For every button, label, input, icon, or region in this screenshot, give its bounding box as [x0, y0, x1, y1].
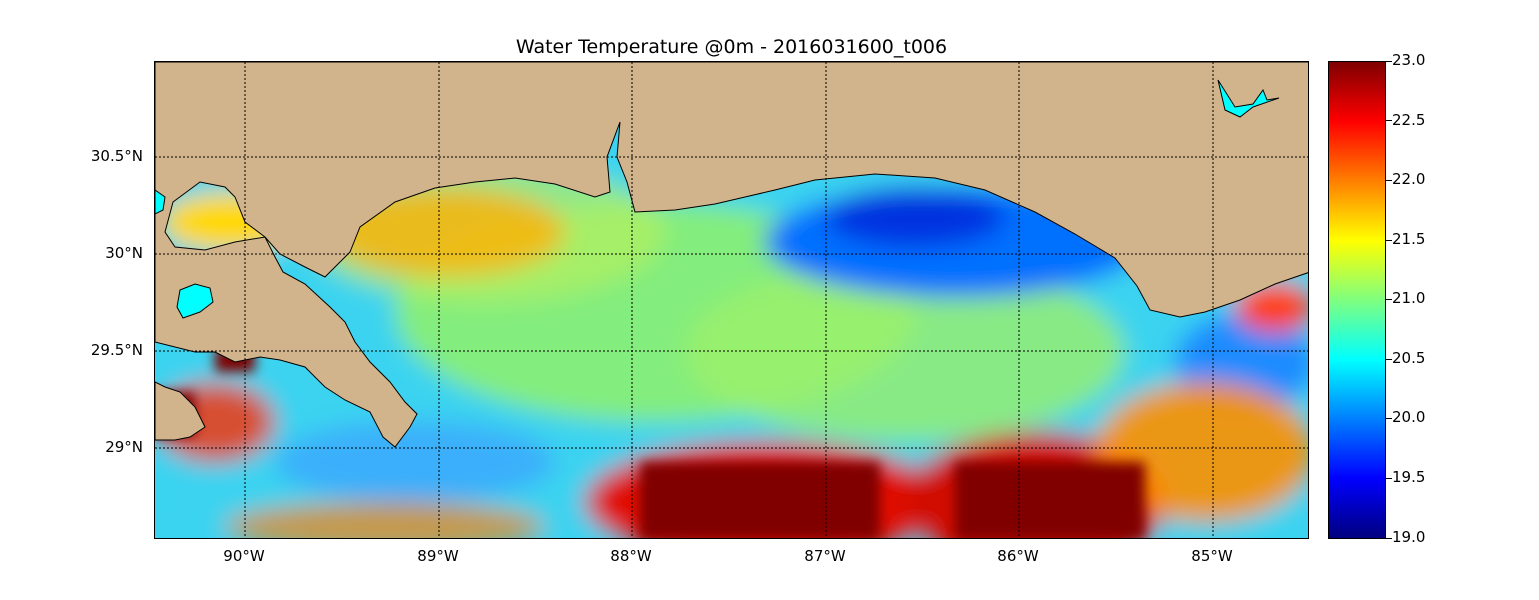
x-tick-label: 86°W: [997, 547, 1039, 565]
y-tick-label: 29°N: [105, 438, 143, 456]
temperature-map: [155, 62, 1308, 538]
colorbar-tick: [1386, 61, 1392, 62]
map-plot-area[interactable]: [154, 61, 1309, 539]
colorbar-label: 23.0: [1392, 51, 1426, 69]
colorbar-label: 22.5: [1392, 111, 1426, 129]
graticule: [155, 62, 1308, 538]
colorbar: [1328, 61, 1386, 539]
colorbar-tick: [1386, 418, 1392, 419]
colorbar-label: 20.5: [1392, 349, 1426, 367]
x-tick-label: 89°W: [417, 547, 459, 565]
y-tick-label: 30.5°N: [90, 147, 143, 165]
colorbar-tick: [1386, 120, 1392, 121]
map-title: Water Temperature @0m - 2016031600_t006: [515, 36, 948, 58]
lakes: [155, 79, 1280, 319]
x-tick-label: 85°W: [1191, 547, 1233, 565]
colorbar-label: 19.0: [1392, 528, 1426, 546]
colorbar-tick: [1386, 359, 1392, 360]
colorbar-tick: [1386, 180, 1392, 181]
x-tick-label: 87°W: [804, 547, 846, 565]
colorbar-label: 22.0: [1392, 170, 1426, 188]
y-tick-label: 30°N: [105, 244, 143, 262]
colorbar-tick: [1386, 299, 1392, 300]
colorbar-label: 20.0: [1392, 408, 1426, 426]
colorbar-label: 21.5: [1392, 230, 1426, 248]
x-tick-label: 88°W: [610, 547, 652, 565]
colorbar-tick: [1386, 240, 1392, 241]
colorbar-tick: [1386, 538, 1392, 539]
x-tick-label: 90°W: [223, 547, 265, 565]
colorbar-label: 19.5: [1392, 468, 1426, 486]
colorbar-label: 21.0: [1392, 289, 1426, 307]
y-tick-label: 29.5°N: [90, 341, 143, 359]
colorbar-tick: [1386, 478, 1392, 479]
warm-core: [155, 347, 1145, 538]
